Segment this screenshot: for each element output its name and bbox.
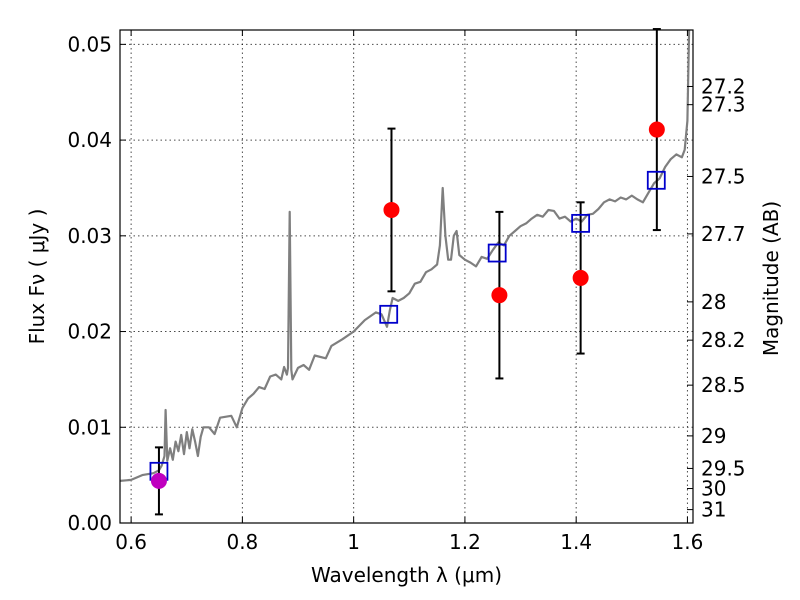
observed-point-marker [383,201,400,218]
x-axis-ticks: 0.6 0.8 1 1.2 1.4 1.6 [115,30,703,554]
x-tick-label: 1.2 [449,530,481,554]
x-axis-title: Wavelength λ (μm) [311,563,502,587]
x-tick-label: 0.6 [115,530,147,554]
model-photometry-squares [149,170,666,481]
model-spectrum [119,29,691,482]
y-axis-ticks: 0.00 0.01 0.02 0.03 0.04 0.05 [67,32,126,535]
right-axis-title: Magnitude (AB) [759,201,783,356]
observed-point-marker [572,269,589,286]
observed-point-marker [491,287,508,304]
model-square-marker [646,170,666,190]
x-tick-label: 1.6 [672,530,704,554]
plot-frame [119,29,694,524]
optical-point-marker [150,472,167,489]
mag-tick-label: 30 [701,477,726,501]
y-tick-label: 0.00 [67,511,112,535]
mag-tick-label: 27.5 [701,164,746,188]
mag-tick-label: 28.5 [701,373,746,397]
observed-point-marker [648,121,665,138]
mag-tick-label: 28 [701,290,726,314]
y-axis-title: Flux Fν ( μJy ) [25,209,49,345]
mag-tick-label: 27.3 [701,93,746,117]
model-square-marker [571,213,591,233]
y-tick-label: 0.03 [67,224,112,248]
observed-photometry-points [150,121,665,489]
mag-tick-label: 28.2 [701,328,746,352]
mag-tick-label: 31 [701,498,726,522]
model-square-marker [487,243,507,263]
spectrum-line [119,29,691,482]
y-tick-label: 0.02 [67,320,112,344]
grid-lines [120,30,693,524]
model-square-marker [379,304,399,324]
y-tick-label: 0.04 [67,128,112,152]
mag-tick-label: 27.2 [701,74,746,98]
y-tick-label: 0.01 [67,415,112,439]
x-tick-label: 1 [347,530,360,554]
mag-tick-label: 27.7 [701,222,746,246]
x-tick-label: 1.4 [560,530,592,554]
mag-tick-label: 29 [701,424,726,448]
y-tick-label: 0.05 [67,32,112,56]
mag-tick-label: 29.5 [701,456,746,480]
x-tick-label: 0.8 [226,530,258,554]
